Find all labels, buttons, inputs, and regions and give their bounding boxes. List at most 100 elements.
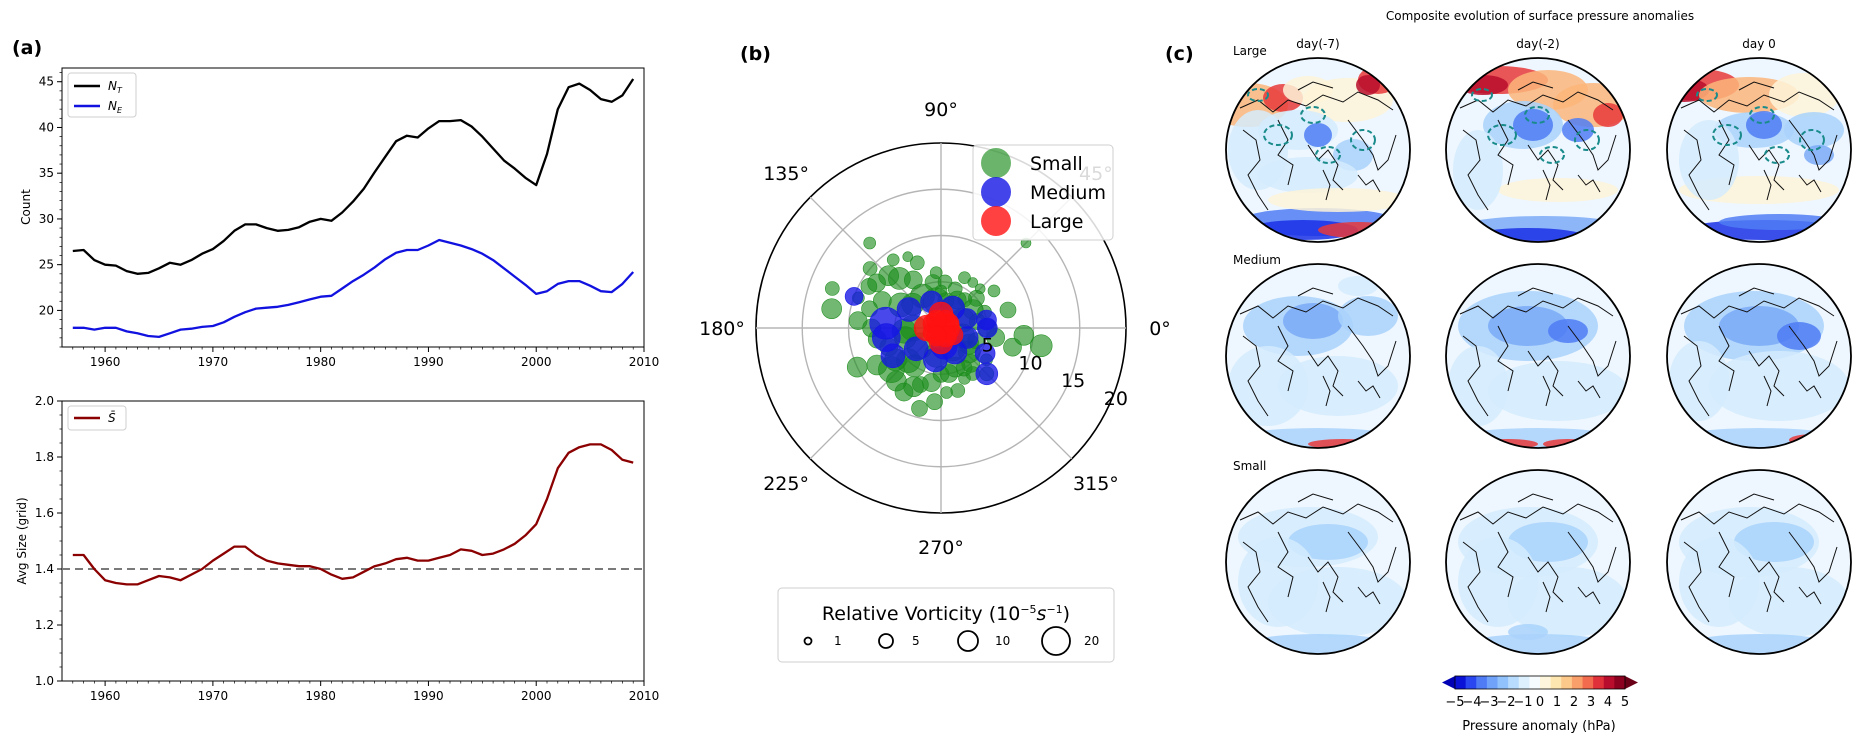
- data-point-small: [863, 236, 877, 250]
- globe-large-2: [1667, 58, 1851, 242]
- colorbar-swatch: [1508, 676, 1520, 689]
- data-point-small: [846, 356, 868, 378]
- colorbar-tick-label: 5: [1621, 695, 1629, 710]
- size-legend-label-20: 20: [1084, 634, 1099, 648]
- data-point-small: [940, 386, 953, 399]
- x-tick-label: 2000: [521, 689, 552, 703]
- coastline: [1788, 325, 1838, 377]
- colorbar-extend-high: [1625, 676, 1638, 689]
- x-tick-label: 2010: [629, 355, 660, 369]
- coastline: [1462, 129, 1489, 211]
- anomaly-region: [1508, 624, 1548, 640]
- globe-small-0: [1226, 470, 1410, 654]
- size-legend-box: [777, 587, 1115, 663]
- significance-contour: [1471, 88, 1493, 102]
- row-label-0: Large: [1233, 44, 1267, 58]
- y-tick-label: 1.0: [35, 674, 54, 688]
- globe-outline: [1225, 263, 1411, 449]
- data-point-small: [886, 253, 900, 267]
- size-legend-b: Relative Vorticity (10−5s−1) 1 5 10 20: [777, 587, 1115, 663]
- globe-outline: [1666, 263, 1852, 449]
- globe-small-2: [1667, 470, 1851, 654]
- x-tick-label: 1960: [90, 689, 121, 703]
- legend-marker-small: [981, 148, 1011, 178]
- colorbar-swatch: [1614, 676, 1626, 689]
- coastline: [1763, 375, 1772, 407]
- y-tick-label: 35: [39, 166, 54, 180]
- anomaly-region: [1679, 120, 1739, 200]
- angle-tick-label: 0°: [1149, 318, 1171, 340]
- data-point-small: [1029, 334, 1053, 358]
- globe-small-1: [1446, 470, 1630, 654]
- data-point-large: [926, 325, 947, 347]
- coastline: [1517, 81, 1554, 91]
- coastline: [1357, 174, 1381, 193]
- anomaly-region: [1513, 109, 1553, 141]
- anomaly-region: [1548, 319, 1588, 343]
- coastline: [1577, 174, 1601, 193]
- coastline: [1567, 531, 1617, 583]
- size-legend-marker-1: [803, 636, 813, 646]
- y-tick-label: 30: [39, 212, 54, 226]
- colorbar-tick-label: −1: [1513, 695, 1532, 710]
- globe-outline: [1225, 469, 1411, 655]
- angle-tick-label: 315°: [1073, 473, 1119, 495]
- panel-label-c: (c): [1165, 43, 1194, 65]
- coastline: [1242, 129, 1269, 211]
- anomaly-region: [1283, 303, 1343, 339]
- anomaly-region: [1669, 341, 1729, 421]
- significance-contour: [1350, 129, 1376, 151]
- chart-a-bottom: 1960 1970 1980 1990 2000 2010 1.0 1.2 1.4 1.6 1.8 2…: [15, 394, 659, 703]
- coastline: [1239, 503, 1394, 525]
- colorbar-swatch: [1603, 676, 1615, 689]
- data-point-medium: [956, 308, 978, 329]
- colorbar-swatch: [1582, 676, 1594, 689]
- anomaly-region: [1268, 188, 1408, 212]
- data-point-small: [926, 393, 943, 411]
- significance-contour: [1712, 124, 1742, 146]
- significance-contour: [1300, 106, 1326, 124]
- data-point-small: [937, 274, 953, 290]
- significance-contour: [1574, 129, 1600, 151]
- colorbar-frame: [1454, 675, 1626, 690]
- angle-tick-label: 180°: [699, 318, 745, 340]
- anomaly-region: [1304, 123, 1332, 147]
- coastline: [1277, 531, 1294, 598]
- significance-contour: [1539, 146, 1565, 164]
- anomaly-region: [1338, 276, 1378, 296]
- anomaly-region: [1508, 567, 1628, 637]
- coastline: [1497, 531, 1514, 598]
- anomaly-region: [1453, 130, 1503, 210]
- coastline: [1683, 129, 1710, 211]
- angle-tick-label: 90°: [924, 99, 958, 121]
- coastline: [1239, 297, 1394, 319]
- coastline: [1683, 335, 1710, 417]
- coastline: [1542, 581, 1551, 613]
- anomaly-region: [1268, 567, 1408, 637]
- colorbar-swatch: [1550, 676, 1562, 689]
- significance-contour: [1696, 88, 1718, 102]
- globe-outline: [1445, 263, 1631, 449]
- coastline: [1748, 556, 1785, 603]
- coastline: [1798, 380, 1822, 399]
- radial-tick-label: 15: [1061, 370, 1085, 392]
- data-point-small: [821, 298, 843, 320]
- y-tick-label: 1.6: [35, 506, 54, 520]
- coastline: [1577, 586, 1601, 605]
- coastline: [1527, 144, 1564, 191]
- coastline: [1788, 531, 1838, 583]
- series-line-0: [72, 78, 635, 275]
- x-tick-label: 2000: [521, 355, 552, 369]
- y-axis-label-a-bottom: Avg Size (grid): [15, 497, 29, 584]
- coastline: [1748, 350, 1785, 397]
- coastline: [1738, 81, 1775, 91]
- anomaly-region: [1709, 351, 1849, 421]
- column-label-1: day(-2): [1516, 37, 1559, 51]
- y-axis-label-a-top: Count: [19, 189, 33, 225]
- colorbar-swatch: [1476, 676, 1488, 689]
- anomaly-region: [1228, 346, 1308, 426]
- coastline: [1527, 556, 1564, 603]
- coastline: [1462, 335, 1489, 417]
- anomaly-region: [1812, 431, 1836, 441]
- coastline: [1683, 541, 1710, 623]
